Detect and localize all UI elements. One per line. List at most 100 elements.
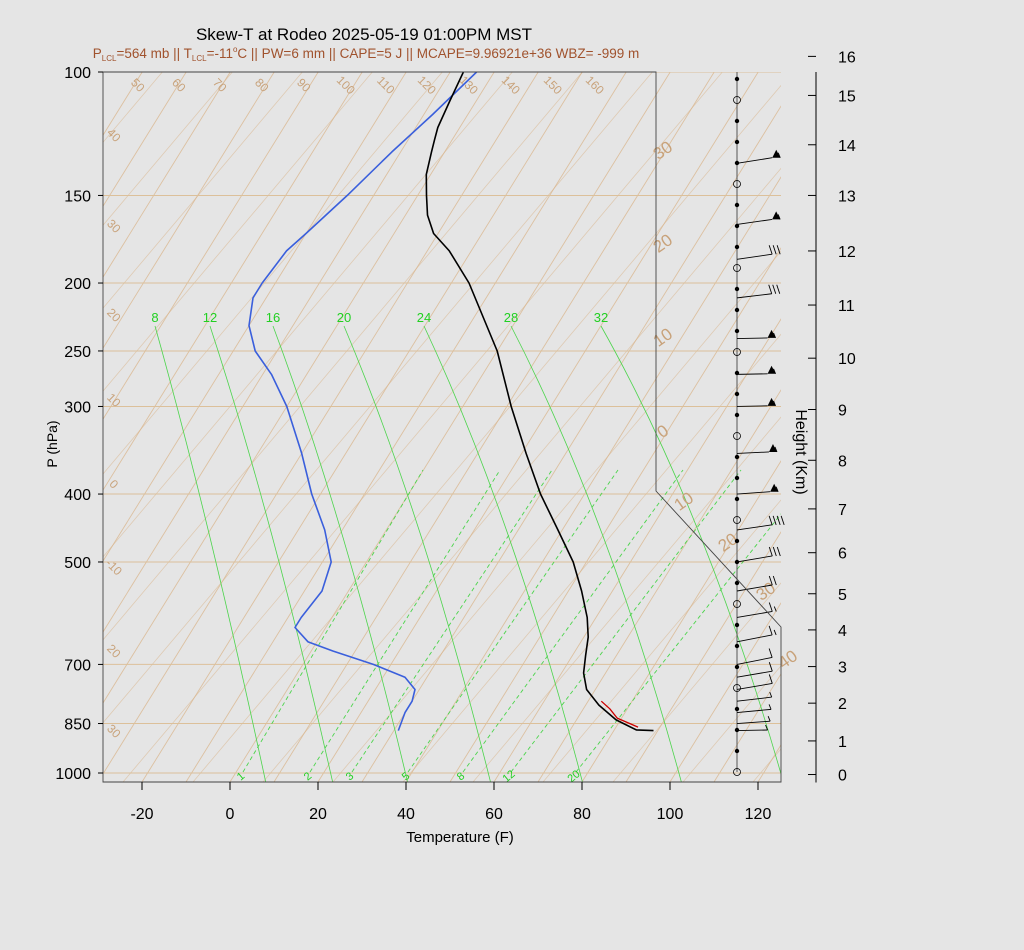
- isotherm-lines: [0, 12, 1024, 782]
- height-tick-label: 1: [838, 734, 847, 751]
- wind-barb-flag: [776, 515, 781, 525]
- wind-barb-flag: [768, 575, 773, 586]
- mixing-ratio-line: [510, 325, 682, 782]
- wind-barb-pennant: [768, 443, 777, 452]
- height-tick-label: 3: [838, 660, 847, 677]
- dry-adiabat-line: [103, 72, 583, 641]
- wind-barb-flag: [780, 515, 785, 525]
- p-tick-label: 150: [64, 188, 91, 205]
- wind-barb-halfflag: [773, 400, 776, 407]
- wind-barb-flag: [768, 284, 773, 294]
- isotherm-line: [141, 72, 583, 782]
- wind-barb-shaft: [736, 157, 773, 164]
- mixing-ratio-label: 32: [594, 310, 608, 325]
- dry-adiabat-line: [103, 72, 513, 558]
- mixing-ratio-label: 8: [151, 310, 158, 325]
- wind-level-marker: [734, 538, 740, 544]
- x-tick-label: 40: [397, 806, 415, 823]
- wind-barb: [736, 704, 772, 714]
- wind-barb: [736, 648, 773, 665]
- dry-adiabat-line: [332, 250, 781, 782]
- isotherm-line: [103, 72, 187, 208]
- p-tick-label: 500: [64, 555, 91, 572]
- wind-barb-flag: [768, 625, 773, 636]
- isotherm-line: [103, 72, 363, 491]
- wind-level-marker: [734, 328, 740, 334]
- parcel-profile: [600, 700, 639, 728]
- height-tick-label: 5: [838, 587, 847, 604]
- isotherm-line: [317, 72, 759, 782]
- wind-level-marker: [734, 727, 740, 733]
- mixing-ratio-line: [600, 325, 781, 776]
- wind-barb-shaft: [736, 524, 773, 531]
- wind-level-marker: [733, 180, 741, 188]
- height-tick-label: 6: [838, 546, 847, 563]
- wind-barb: [736, 691, 773, 702]
- wind-barb-halfflag: [773, 332, 776, 339]
- x-tick-label: 80: [573, 806, 591, 823]
- mixing-ratio-dashed-line: [351, 469, 553, 773]
- isotherm-line: [361, 105, 781, 782]
- mixing-ratio-dashed-line: [462, 469, 684, 773]
- isotherm-line: [581, 460, 781, 782]
- axes: -20 0 20 40 60 80 100 1201001502002503004005007…: [55, 49, 855, 823]
- wind-level-marker: [734, 391, 740, 397]
- isotherm-line: [846, 72, 1024, 782]
- height-tick-label: 7: [838, 502, 847, 519]
- lcl-t-sub: LCL: [192, 54, 207, 63]
- dry-adiabat-line: [472, 416, 781, 782]
- wind-barb: [736, 546, 781, 563]
- isotherm-line: [890, 72, 1024, 782]
- wind-barb-halfflag: [777, 214, 781, 220]
- wind-barb-pennant: [772, 149, 781, 158]
- p-tick-label: 400: [64, 487, 91, 504]
- wind-level-marker: [733, 768, 741, 776]
- wind-barb-flag: [768, 245, 773, 255]
- wind-barb-shaft: [736, 337, 768, 339]
- height-tick-label: 14: [838, 138, 856, 155]
- wind-level-marker: [734, 643, 740, 649]
- wind-barb: [736, 443, 778, 454]
- dry-adiabat-line: [103, 72, 233, 226]
- dry-adiabat-line: [122, 72, 723, 782]
- mixing-ratio-dashed-line: [575, 513, 781, 773]
- x-axis-label: Temperature (F): [406, 829, 514, 846]
- p-tick-label: 200: [64, 276, 91, 293]
- lcl-t-degree: o: [233, 45, 238, 54]
- wind-level-marker: [734, 76, 740, 82]
- wind-barb: [736, 515, 785, 531]
- x-tick-label: 60: [485, 806, 503, 823]
- wind-barb: [736, 211, 781, 225]
- wind-level-marker: [734, 748, 740, 754]
- isotherm-line: [103, 72, 451, 633]
- wind-level-marker: [734, 580, 740, 586]
- mixing-ratio-line: [272, 325, 408, 782]
- wind-barb-shaft: [736, 405, 768, 407]
- isotherm-line: [625, 531, 781, 782]
- wind-barb-flag: [772, 515, 777, 525]
- wind-barb: [736, 245, 781, 260]
- temperature-profile: [425, 72, 654, 732]
- wind-barb-shaft: [736, 218, 773, 225]
- wind-barb-flag: [772, 575, 777, 586]
- p-tick-label: 100: [64, 65, 91, 82]
- wind-barb-flag: [772, 284, 777, 294]
- mixing-ratio-dashed-line: [407, 469, 619, 773]
- wind-barb-shaft: [736, 729, 768, 732]
- mixing-ratio-label: 20: [337, 310, 351, 325]
- wind-level-marker: [734, 496, 740, 502]
- x-tick-label: 120: [745, 806, 772, 823]
- wind-barb-shaft: [736, 611, 773, 618]
- sounding-profiles: [248, 72, 654, 732]
- dry-adiabat-line: [542, 499, 781, 782]
- wind-barb-pennant: [772, 211, 781, 220]
- isotherm-line: [669, 602, 781, 782]
- wind-barb: [736, 284, 781, 299]
- plot-panel: [103, 72, 781, 782]
- wind-level-marker: [733, 684, 741, 692]
- wind-barb-shaft: [736, 670, 773, 678]
- dry-adiabat-line: [262, 167, 781, 782]
- dry-adiabat-line: [0, 12, 3, 782]
- wind-level-marker: [733, 432, 741, 440]
